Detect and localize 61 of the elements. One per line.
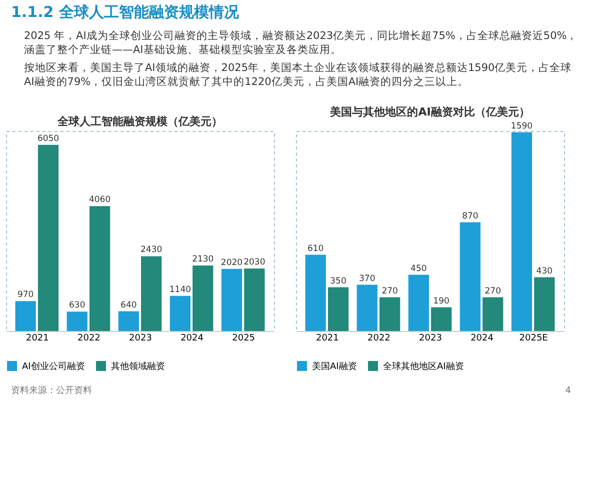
data-label: 6050 [37, 134, 60, 144]
x-tick-label: 2022 [78, 334, 100, 344]
data-label: 970 [17, 290, 34, 300]
bar [221, 268, 242, 331]
chart-title: 全球人工智能融资规模（亿美元） [56, 115, 222, 128]
bar [305, 254, 326, 331]
bar [460, 222, 481, 331]
data-label: 190 [433, 296, 450, 306]
x-tick-label: 2025 [232, 334, 256, 344]
bar [38, 144, 59, 331]
x-tick-label: 2021 [26, 334, 49, 344]
bar [66, 312, 88, 331]
x-tick-label: 2022 [368, 334, 390, 344]
x-tick-label: 2023 [129, 334, 152, 344]
bar [192, 265, 214, 331]
data-label: 350 [330, 276, 346, 286]
bar [89, 206, 110, 331]
bar [482, 297, 504, 331]
bar [170, 296, 191, 331]
bar [118, 311, 139, 331]
bar [141, 256, 162, 331]
bar [15, 301, 36, 331]
chart-title: 美国与其他地区的AI融资对比（亿美元） [329, 105, 530, 118]
data-label: 270 [484, 286, 501, 296]
data-label: 1590 [510, 121, 533, 132]
legend-label: 其他领域融资 [111, 361, 165, 372]
bar [534, 277, 555, 331]
legend-label: 美国AI融资 [312, 361, 357, 372]
data-label: 430 [536, 266, 553, 276]
data-label: 640 [120, 300, 137, 310]
data-label: 2430 [140, 245, 162, 256]
x-tick-label: 2024 [180, 334, 204, 344]
x-tick-label: 2023 [419, 334, 442, 344]
legend-label: AI创业公司融资 [22, 361, 85, 372]
legend-label: 全球其他地区AI融资 [383, 361, 464, 372]
data-label: 270 [382, 286, 398, 296]
bar [431, 307, 452, 331]
text: 4 [565, 386, 572, 396]
data-label: 870 [462, 211, 478, 222]
text: 2025 年，AI成为全球创业公司融资的主导领域，融资额达2023亿美元，同比增长超75%，占全球总融资近50%，涵盖了整个产业链——AI基础设施、基础模型实验室及各类应用。 [24, 29, 578, 56]
bar [244, 268, 265, 331]
x-tick-label: 2024 [470, 334, 494, 344]
data-label: 2130 [192, 254, 214, 264]
bar [408, 274, 429, 331]
text: 资料来源：公开资料 [11, 385, 92, 396]
bar [379, 297, 400, 331]
data-label: 1140 [169, 284, 192, 295]
text: 按地区来看，美国主导了AI领域的融资，2025年，美国本土企业在该领域获得的融资总额达1590亿美元，占全球AI融资的79%，仅旧金山湾区就贡献了其中的1220亿美元，占美国AI融资的四分之三以上。 [24, 61, 572, 88]
data-label: 4060 [88, 195, 111, 206]
x-tick-label: 2021 [316, 334, 339, 344]
data-label: 630 [69, 300, 86, 311]
data-label: 2020 [220, 258, 243, 268]
bar [328, 287, 349, 331]
text: 1.1.2 全球人工智能融资规模情况 [11, 3, 240, 21]
bar [511, 132, 532, 331]
bar [356, 284, 378, 331]
data-label: 610 [307, 244, 324, 254]
data-label: 450 [410, 264, 427, 274]
data-label: 2030 [244, 258, 266, 268]
data-label: 370 [359, 274, 376, 284]
x-tick-label: 2025E [519, 334, 548, 344]
